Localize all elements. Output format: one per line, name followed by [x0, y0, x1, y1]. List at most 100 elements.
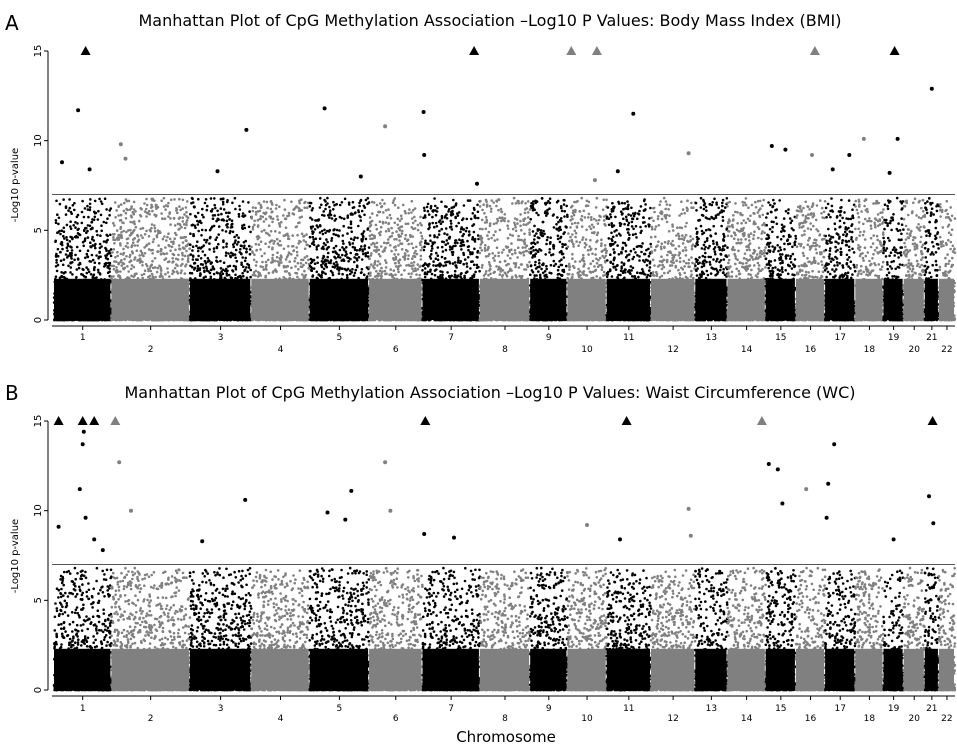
peak-point — [688, 533, 693, 538]
off-scale-marker — [591, 46, 602, 55]
off-scale-marker — [809, 46, 820, 55]
panel-b-title: Manhattan Plot of CpG Methylation Associ… — [124, 383, 855, 402]
chromosome-label: 17 — [834, 333, 845, 343]
peak-point — [824, 515, 829, 520]
peak-point — [686, 151, 691, 156]
chromosome-label: 12 — [667, 714, 678, 724]
peak-point — [123, 156, 128, 161]
chromosome-label: 9 — [546, 704, 552, 714]
peak-point — [349, 488, 354, 493]
y-tick-label: 5 — [33, 597, 44, 603]
peak-point — [810, 153, 814, 157]
chromosome-label: 11 — [623, 704, 634, 714]
peak-point — [60, 160, 64, 165]
chromosome-label: 7 — [448, 704, 454, 714]
peak-point — [81, 429, 86, 434]
peak-point — [804, 487, 809, 492]
chromosome-label: 2 — [148, 345, 154, 355]
off-scale-marker — [80, 46, 91, 55]
chromosome-label: 1 — [80, 333, 86, 343]
peak-point — [77, 487, 82, 492]
peak-point — [830, 167, 835, 172]
peak-point — [832, 442, 837, 447]
panel-a-letter: A — [5, 11, 19, 35]
peak-point — [895, 136, 900, 141]
y-tick-label: 10 — [33, 134, 44, 147]
peak-point — [87, 167, 92, 172]
y-tick-label: 0 — [33, 687, 44, 693]
peak-point — [421, 110, 426, 114]
off-scale-marker — [756, 416, 767, 425]
chromosome-label: 16 — [805, 345, 817, 355]
peak-point — [244, 127, 249, 132]
peak-point — [891, 537, 896, 542]
chromosome-label: 22 — [941, 714, 952, 724]
chromosome-label: 3 — [218, 333, 224, 343]
peak-point — [80, 442, 85, 447]
y-tick-label: 15 — [33, 45, 44, 58]
y-tick-label: 10 — [33, 504, 44, 517]
off-scale-marker — [621, 416, 632, 425]
peak-point — [383, 124, 388, 129]
peak-point — [931, 521, 936, 526]
chromosome-label: 2 — [148, 714, 154, 724]
y-axis-label: -Log10 p-value — [10, 148, 21, 222]
chromosome-label: 13 — [706, 704, 717, 714]
chromosome-label: 8 — [502, 714, 508, 724]
peak-point — [56, 524, 61, 529]
peak-point — [615, 169, 620, 174]
peak-point — [769, 144, 774, 148]
chromosome-label: 15 — [775, 333, 786, 343]
off-scale-marker — [77, 416, 88, 425]
peak-point — [929, 86, 934, 91]
chromosome-label: 22 — [941, 345, 952, 355]
chromosome-label: 4 — [278, 714, 284, 724]
chromosome-label: 14 — [741, 345, 753, 355]
peak-point — [775, 467, 780, 472]
peak-point — [826, 481, 831, 486]
chromosome-label: 8 — [502, 345, 508, 355]
chromosome-label: 6 — [393, 345, 399, 355]
panel-a-title: Manhattan Plot of CpG Methylation Associ… — [138, 11, 841, 30]
peak-point — [325, 510, 330, 515]
y-tick-label: 0 — [33, 317, 44, 323]
peak-point — [322, 106, 327, 111]
panel-a: A Manhattan Plot of CpG Methylation Asso… — [5, 11, 957, 355]
chromosome-label: 7 — [448, 333, 454, 343]
peak-point — [92, 537, 97, 542]
peak-point — [422, 532, 427, 536]
peak-point — [200, 539, 205, 544]
peak-point — [847, 153, 852, 157]
peak-point — [383, 460, 388, 465]
off-scale-marker — [927, 416, 938, 425]
peak-point — [100, 548, 105, 553]
chromosome-label: 15 — [775, 704, 786, 714]
peak-point — [618, 537, 622, 542]
off-scale-marker — [53, 416, 64, 425]
chromosome-label: 1 — [80, 704, 86, 714]
x-axis-label: Chromosome — [456, 728, 556, 746]
chromosome-label: 19 — [888, 333, 900, 343]
peak-point — [686, 506, 691, 511]
peak-point — [887, 170, 892, 175]
chromosome-label: 10 — [581, 714, 593, 724]
peak-point — [129, 508, 133, 513]
chromosome-label: 3 — [218, 704, 224, 714]
chromosome-label: 5 — [337, 333, 343, 343]
off-scale-marker — [469, 46, 480, 55]
peak-point — [343, 517, 348, 522]
peak-point — [388, 508, 393, 513]
y-axis-label: -Log10 p-value — [10, 519, 21, 593]
peak-point — [117, 460, 122, 465]
off-scale-marker — [889, 46, 900, 55]
peak-point — [475, 181, 479, 186]
peak-point — [358, 174, 363, 179]
chromosome-label: 18 — [864, 345, 876, 355]
panel-b-letter: B — [5, 381, 19, 405]
peak-point — [452, 535, 456, 540]
background-points — [52, 566, 957, 692]
peak-point — [76, 108, 81, 113]
chromosome-label: 12 — [667, 345, 678, 355]
